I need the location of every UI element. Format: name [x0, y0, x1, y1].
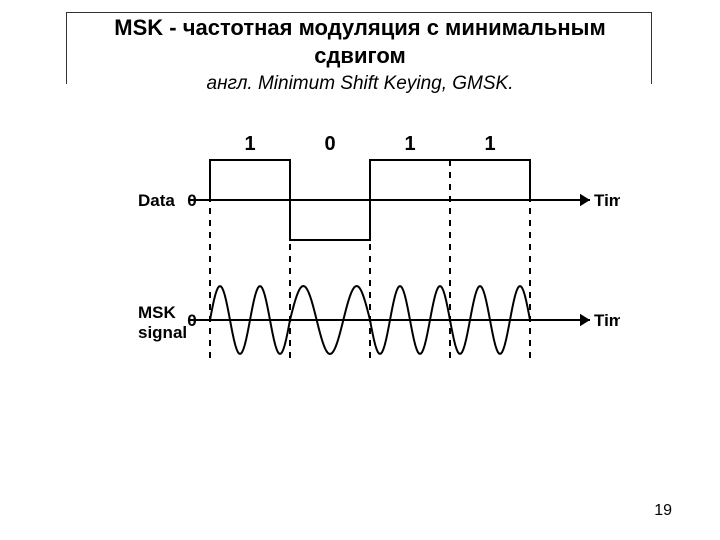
svg-text:signal: signal — [138, 323, 187, 342]
title-block: MSK - частотная модуляция с минимальным … — [0, 14, 720, 95]
svg-text:0: 0 — [324, 133, 335, 155]
svg-text:1: 1 — [244, 133, 255, 155]
svg-text:0: 0 — [187, 191, 196, 210]
title-line1: MSK - частотная модуляция с минимальным — [0, 14, 720, 42]
svg-text:Time: Time — [594, 191, 620, 210]
svg-text:1: 1 — [404, 133, 415, 155]
svg-text:0: 0 — [187, 311, 196, 330]
title-subtitle: англ. Minimum Shift Keying, GMSK. — [0, 73, 720, 95]
msk-diagram: 1011Data0TimeMSKsignal0Time — [100, 130, 620, 380]
svg-text:Data: Data — [138, 191, 175, 210]
page-number: 19 — [654, 502, 672, 520]
svg-text:MSK: MSK — [138, 303, 177, 322]
svg-text:Time: Time — [594, 311, 620, 330]
svg-text:1: 1 — [484, 133, 495, 155]
title-line2: сдвигом — [0, 42, 720, 70]
